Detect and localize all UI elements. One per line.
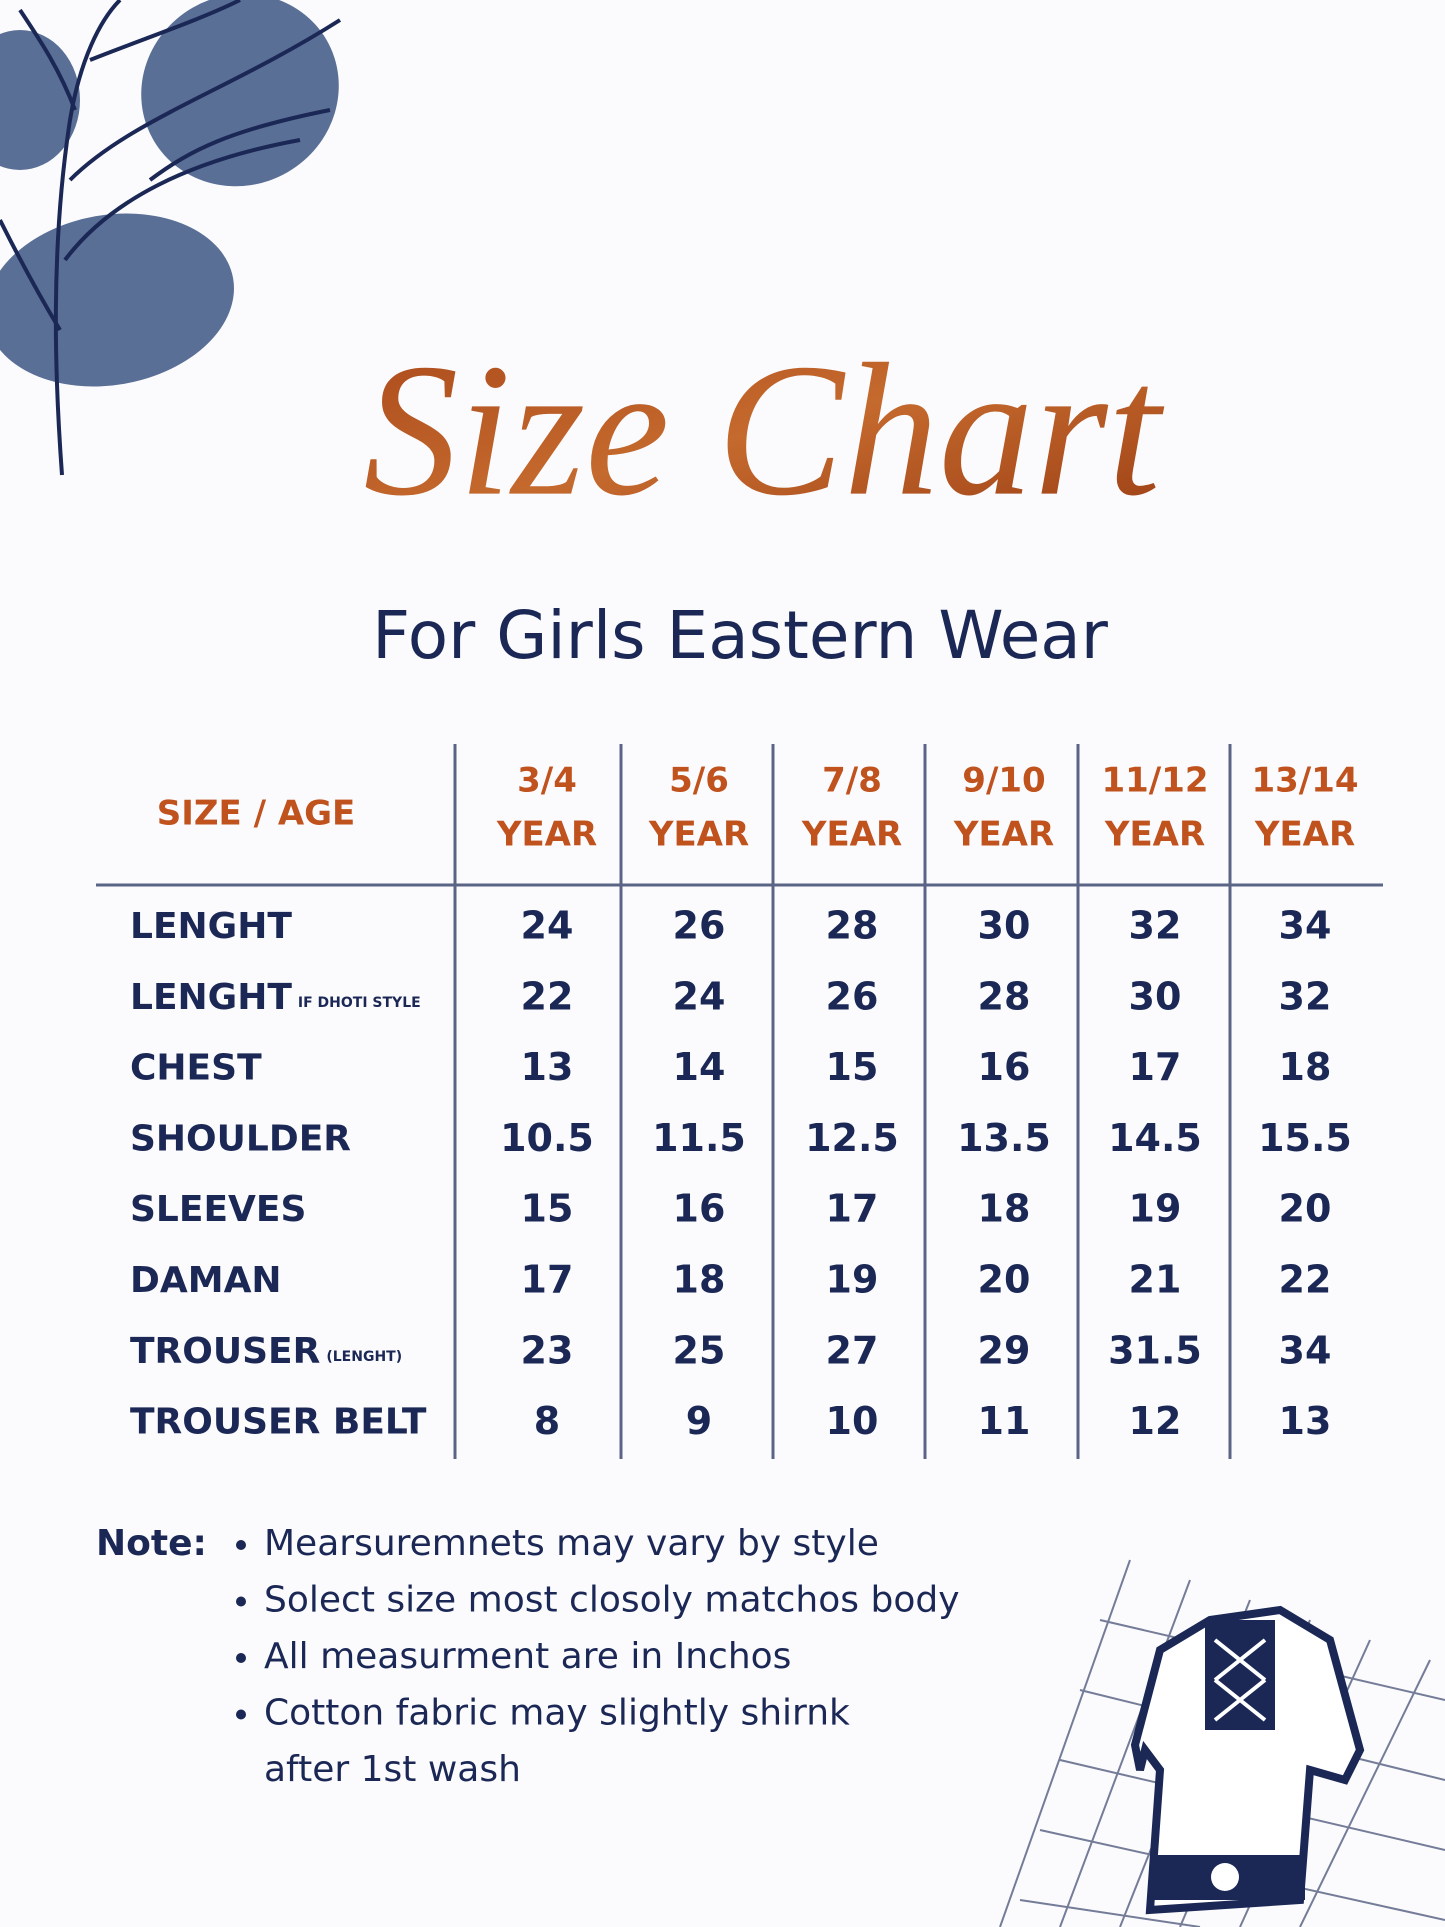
bullet (236, 1596, 246, 1607)
bullet (236, 1709, 246, 1720)
notes: Mearsuremnets may vary by style Solect si… (236, 1523, 960, 1790)
cell-value: 18 (978, 1187, 1031, 1231)
row-label: CHEST (130, 1048, 262, 1089)
column-unit: YEAR (648, 815, 749, 855)
cell-value: 29 (978, 1328, 1031, 1372)
cell-value: 34 (1279, 904, 1332, 948)
cell-value: 11 (978, 1399, 1031, 1443)
column-size: 5/6 (669, 761, 729, 801)
cell-value: 20 (1279, 1187, 1332, 1231)
cell-value: 22 (521, 974, 574, 1018)
cell-value: 24 (673, 974, 726, 1018)
column-size: 13/14 (1251, 761, 1358, 801)
cell-value: 34 (1279, 1328, 1332, 1372)
note-text: All measurment are in Inchos (264, 1636, 791, 1677)
cell-value: 12 (1129, 1399, 1182, 1443)
corner-header: SIZE / AGE (157, 794, 356, 834)
row-label: SHOULDER (130, 1118, 351, 1159)
leaf-decoration (0, 0, 342, 476)
bullet (236, 1540, 246, 1550)
cell-value: 32 (1279, 974, 1332, 1018)
cell-value: 15 (521, 1187, 574, 1231)
cell-value: 12.5 (805, 1116, 899, 1160)
cell-value: 9 (686, 1399, 712, 1443)
column-size: 3/4 (517, 761, 577, 801)
cell-value: 13 (1279, 1399, 1332, 1443)
cell-value: 15.5 (1258, 1116, 1352, 1160)
cell-value: 10.5 (500, 1116, 594, 1160)
cell-value: 16 (978, 1045, 1031, 1089)
column-size: 7/8 (822, 761, 882, 801)
cell-value: 8 (534, 1399, 560, 1443)
cell-value: 22 (1279, 1258, 1332, 1302)
cell-value: 17 (1129, 1045, 1182, 1089)
row-label: SLEEVES (130, 1189, 306, 1230)
cell-value: 32 (1129, 904, 1182, 948)
row-label: DAMAN (130, 1260, 282, 1301)
cell-value: 23 (521, 1328, 574, 1372)
column-unit: YEAR (1254, 815, 1355, 855)
cell-value: 18 (673, 1258, 726, 1302)
cell-value: 17 (826, 1187, 879, 1231)
cell-value: 31.5 (1108, 1328, 1202, 1372)
row-label: LENGHT (130, 977, 292, 1018)
cell-value: 10 (826, 1399, 879, 1443)
cell-value: 19 (826, 1258, 879, 1302)
cell-value: 30 (1129, 974, 1182, 1018)
bullet (236, 1653, 246, 1663)
cell-value: 15 (826, 1045, 879, 1089)
cell-value: 13.5 (957, 1116, 1051, 1160)
cell-value: 27 (826, 1328, 879, 1372)
column-size: 9/10 (962, 761, 1045, 801)
cell-value: 25 (673, 1328, 726, 1372)
title: Size Chart (363, 326, 1164, 536)
note-text: Cotton fabric may slightly shirnk (264, 1693, 850, 1734)
row-note: IF DHOTI STYLE (298, 995, 421, 1011)
cell-value: 24 (521, 904, 574, 948)
cell-value: 28 (978, 974, 1031, 1018)
note-text: after 1st wash (264, 1749, 521, 1790)
row-note: (LENGHT) (326, 1349, 402, 1365)
column-unit: YEAR (1104, 815, 1205, 855)
cell-value: 28 (826, 904, 879, 948)
cell-value: 16 (673, 1187, 726, 1231)
note-label: Note: (96, 1523, 207, 1564)
cell-value: 14 (673, 1045, 726, 1089)
subtitle: For Girls Eastern Wear (372, 597, 1109, 674)
cell-value: 14.5 (1108, 1116, 1202, 1160)
cell-value: 21 (1129, 1258, 1182, 1302)
column-unit: YEAR (801, 815, 902, 855)
column-unit: YEAR (496, 815, 597, 855)
table: 3/4 YEAR 5/6 YEAR 7/8 YEAR 9/10 YEAR 11/12 YEAR 13… (130, 744, 1359, 1459)
row-label: LENGHT (130, 906, 292, 947)
row-label: TROUSER (130, 1331, 320, 1372)
cell-value: 26 (673, 904, 726, 948)
cell-value: 17 (521, 1258, 574, 1302)
cell-value: 19 (1129, 1187, 1182, 1231)
cell-value: 13 (521, 1045, 574, 1089)
row-label: TROUSER BELT (130, 1402, 427, 1443)
cell-value: 18 (1279, 1045, 1332, 1089)
cell-value: 20 (978, 1258, 1031, 1302)
cell-value: 11.5 (652, 1116, 746, 1160)
cell-value: 26 (826, 974, 879, 1018)
note-text: Solect size most closoly matchos body (264, 1580, 960, 1621)
cell-value: 30 (978, 904, 1031, 948)
kurta-decoration (999, 1559, 1445, 1927)
note-text: Mearsuremnets may vary by style (264, 1523, 879, 1564)
column-unit: YEAR (953, 815, 1054, 855)
column-size: 11/12 (1101, 761, 1208, 801)
